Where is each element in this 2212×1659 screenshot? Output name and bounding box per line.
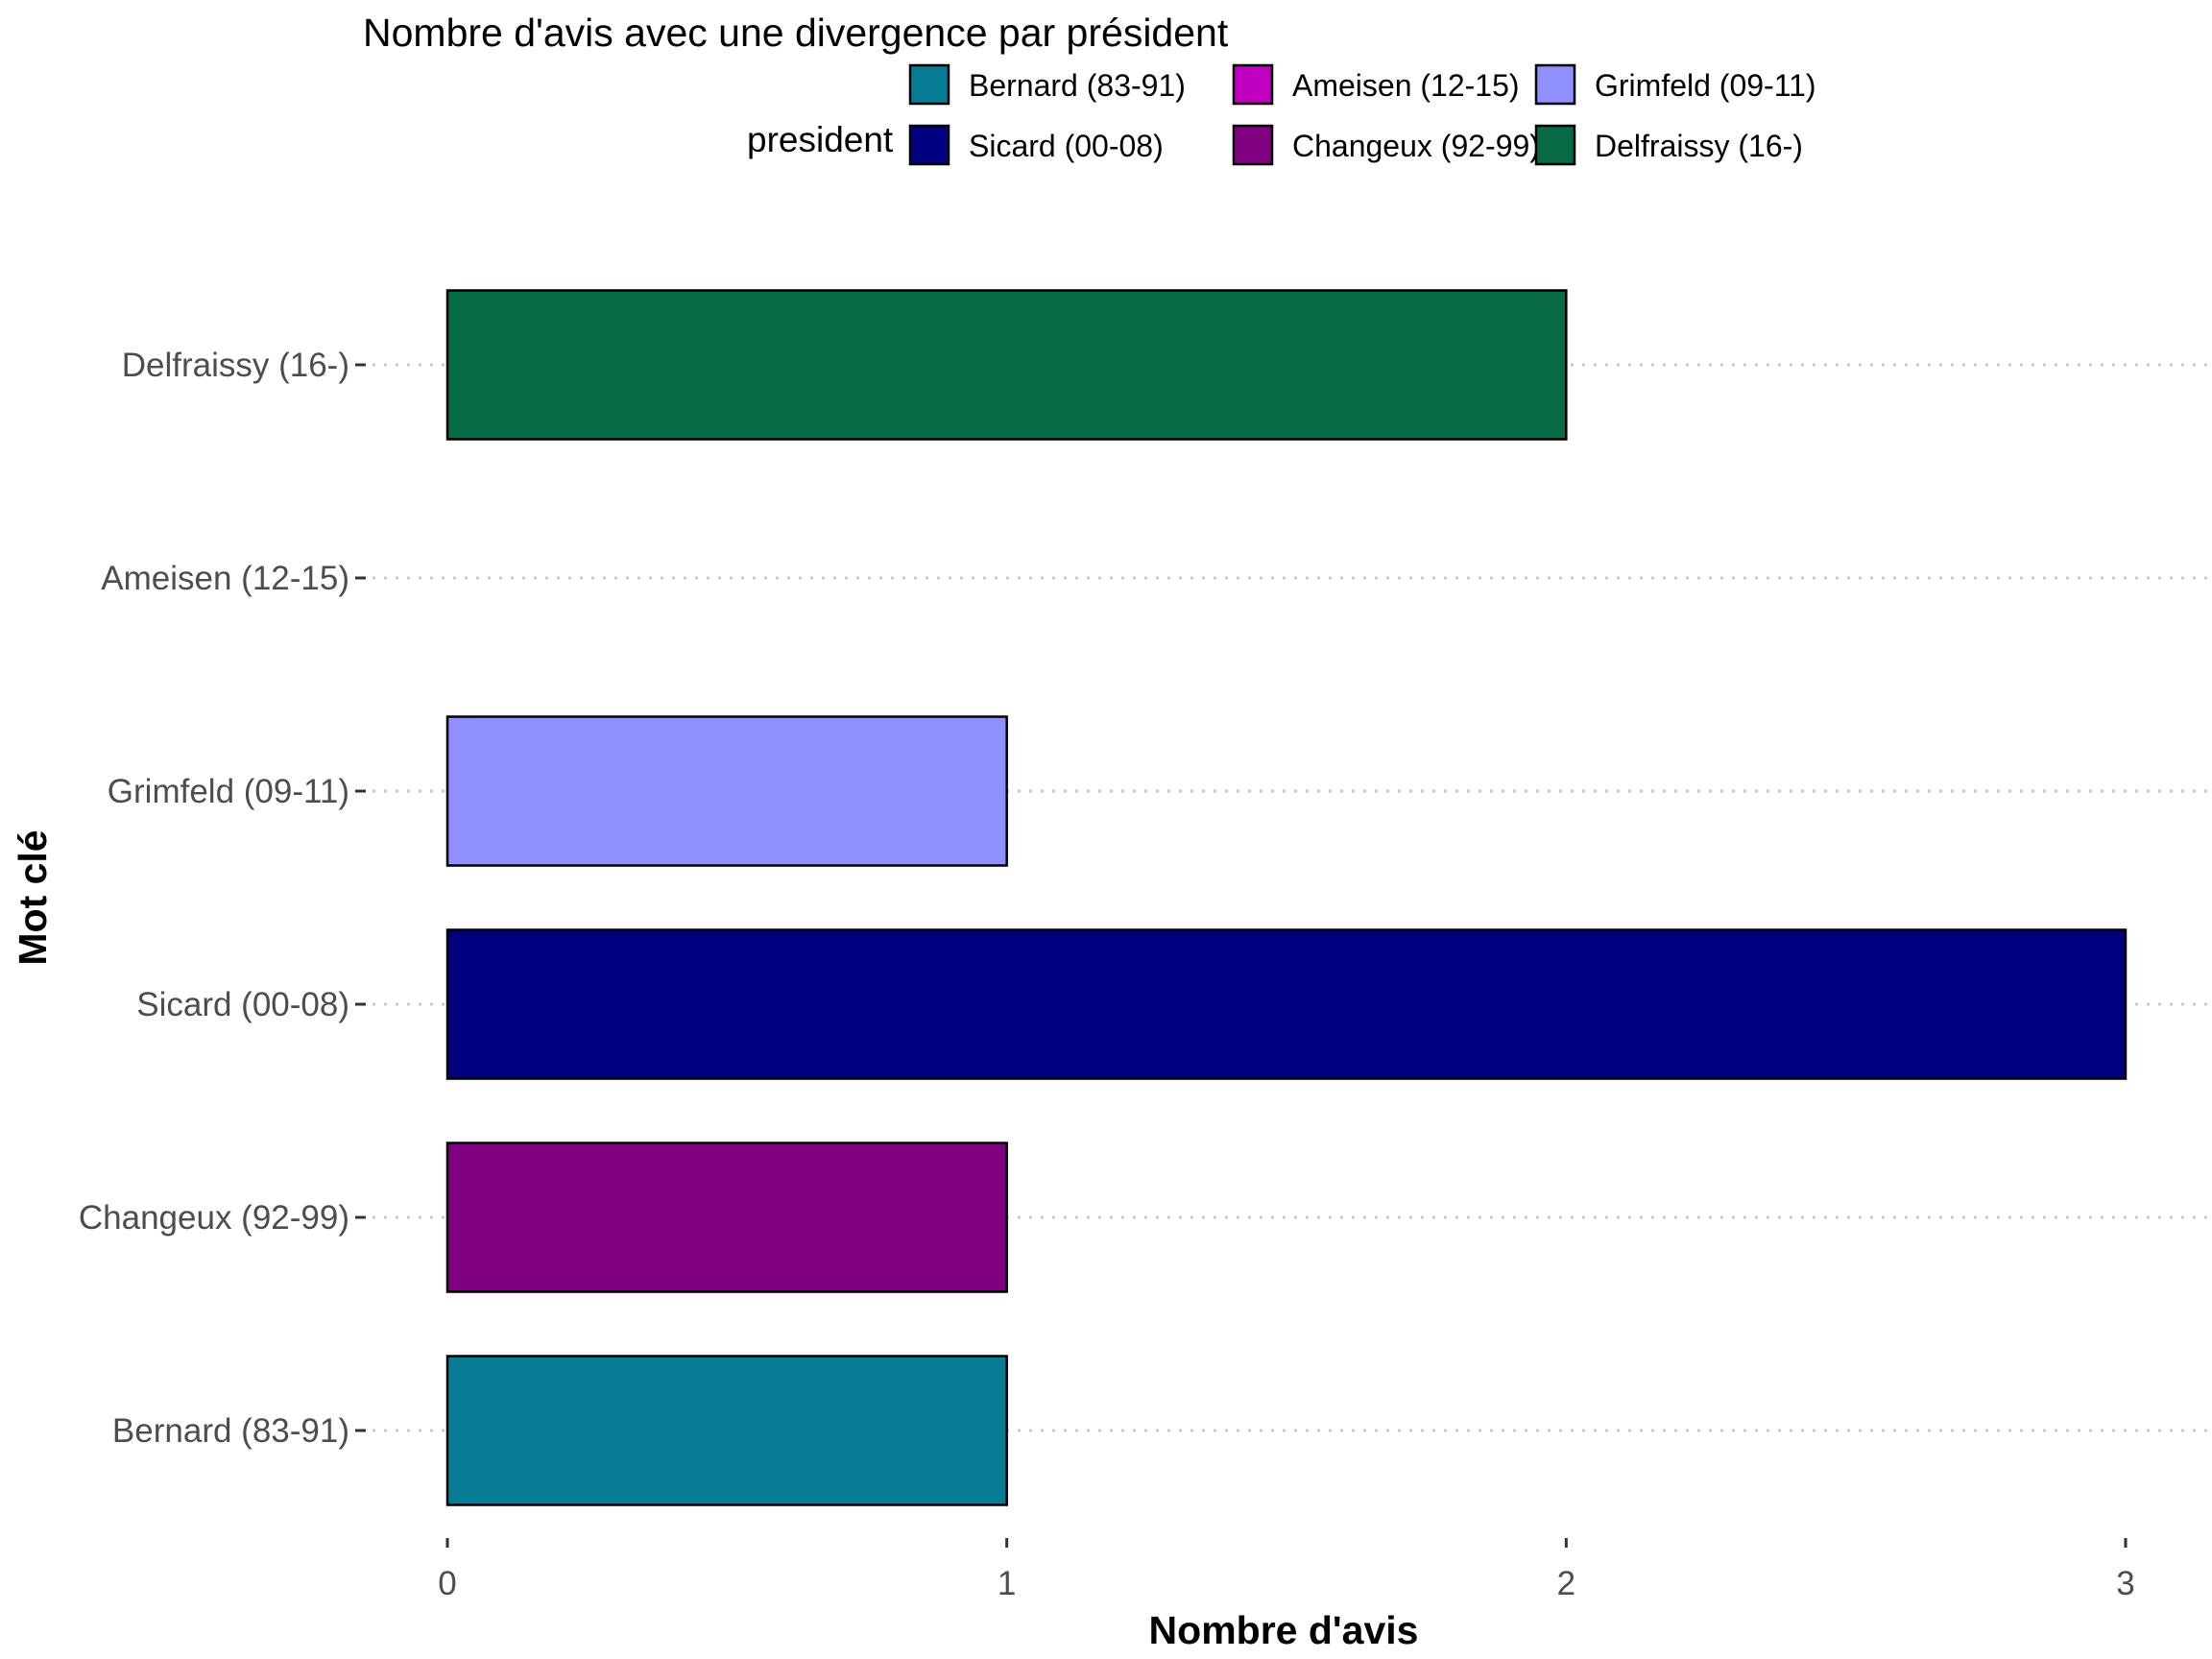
y-tick-label-ameisen-12-15: Ameisen (12-15) — [101, 560, 349, 597]
y-tick-label-bernard-83-91: Bernard (83-91) — [112, 1412, 349, 1450]
legend-key-changeux-92-99 — [1232, 124, 1274, 166]
legend-label-ameisen-12-15: Ameisen (12-15) — [1292, 68, 1520, 103]
y-tick-label-sicard-00-08: Sicard (00-08) — [136, 986, 349, 1023]
legend-key-delfraissy-16 — [1534, 124, 1576, 166]
x-axis: 0 1 2 3 — [438, 1538, 2135, 1602]
bar-delfraissy-16 — [445, 289, 1568, 441]
x-tick-label-2: 2 — [1557, 1565, 1575, 1602]
y-tick-label-grimfeld-09-11: Grimfeld (09-11) — [108, 773, 349, 810]
bar-bernard-83-91 — [445, 1355, 1008, 1506]
y-tick-label-delfraissy-16: Delfraissy (16-) — [122, 347, 349, 384]
bar-sicard-00-08 — [445, 928, 2128, 1080]
legend-title: president — [747, 120, 894, 159]
bar-changeux-92-99 — [445, 1142, 1008, 1293]
x-tick-label-0: 0 — [438, 1565, 456, 1602]
bars — [445, 289, 2128, 1506]
y-axis-title: Mot clé — [11, 830, 55, 965]
legend-label-changeux-92-99: Changeux (92-99) — [1292, 129, 1540, 163]
legend-label-delfraissy-16: Delfraissy (16-) — [1595, 129, 1803, 163]
legend-label-grimfeld-09-11: Grimfeld (09-11) — [1595, 68, 1816, 103]
y-tick-label-changeux-92-99: Changeux (92-99) — [79, 1199, 349, 1237]
x-axis-title: Nombre d'avis — [1149, 1608, 1419, 1652]
legend-label-sicard-00-08: Sicard (00-08) — [969, 129, 1164, 163]
x-tick-label-1: 1 — [998, 1565, 1016, 1602]
bar-grimfeld-09-11 — [445, 715, 1008, 867]
legend-key-ameisen-12-15 — [1232, 63, 1274, 106]
x-tick-label-3: 3 — [2116, 1565, 2134, 1602]
legend-key-sicard-00-08 — [908, 124, 950, 166]
y-axis: Delfraissy (16-) Ameisen (12-15) Grimfeld … — [79, 347, 366, 1450]
chart-title: Nombre d'avis avec une divergence par pr… — [363, 11, 1229, 55]
legend: president Bernard (83-91) Sicard (00-08) A… — [747, 63, 1816, 166]
legend-key-bernard-83-91 — [908, 63, 950, 106]
legend-label-bernard-83-91: Bernard (83-91) — [969, 68, 1186, 103]
legend-key-grimfeld-09-11 — [1534, 63, 1576, 106]
